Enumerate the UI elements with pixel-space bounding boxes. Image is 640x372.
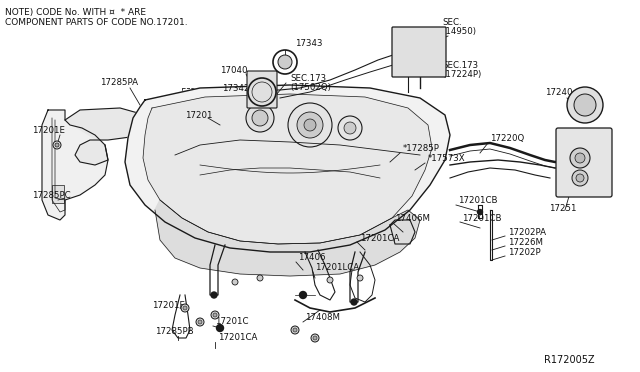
Circle shape <box>288 103 332 147</box>
Text: 17040: 17040 <box>220 65 248 74</box>
Circle shape <box>572 170 588 186</box>
Circle shape <box>293 328 297 332</box>
Text: 17202PA: 17202PA <box>508 228 546 237</box>
Text: 17201CB: 17201CB <box>462 214 502 222</box>
Text: *17285P: *17285P <box>403 144 440 153</box>
Text: 17342Q: 17342Q <box>222 83 256 93</box>
Text: 17226M: 17226M <box>508 237 543 247</box>
Text: R172005Z: R172005Z <box>545 355 595 365</box>
Circle shape <box>196 318 204 326</box>
Text: 17201CA: 17201CA <box>218 334 257 343</box>
Circle shape <box>477 209 483 215</box>
Text: 17201E: 17201E <box>152 301 185 310</box>
Circle shape <box>278 55 292 69</box>
Text: (17224P): (17224P) <box>442 70 481 78</box>
Circle shape <box>567 87 603 123</box>
Text: 17201CA: 17201CA <box>360 234 399 243</box>
Text: (17502Q): (17502Q) <box>290 83 331 92</box>
Circle shape <box>53 141 61 149</box>
Circle shape <box>213 313 217 317</box>
Bar <box>52 185 64 203</box>
Polygon shape <box>125 85 450 252</box>
Circle shape <box>183 306 187 310</box>
Circle shape <box>257 275 263 281</box>
Text: *17573X: *17573X <box>428 154 466 163</box>
Circle shape <box>211 292 217 298</box>
Text: 17201C: 17201C <box>215 317 248 327</box>
Text: SEC.: SEC. <box>442 17 461 26</box>
Text: 17343: 17343 <box>295 39 323 48</box>
Circle shape <box>344 122 356 134</box>
Polygon shape <box>143 94 432 244</box>
Text: 17285PB: 17285PB <box>155 327 194 337</box>
Circle shape <box>351 299 357 305</box>
Circle shape <box>576 174 584 182</box>
Polygon shape <box>42 110 108 220</box>
Circle shape <box>55 143 59 147</box>
Circle shape <box>575 153 585 163</box>
Polygon shape <box>155 200 420 276</box>
Bar <box>182 88 254 143</box>
Text: SEC.173: SEC.173 <box>290 74 326 83</box>
Circle shape <box>300 292 307 298</box>
Text: NOTE) CODE No. WITH ¤  * ARE: NOTE) CODE No. WITH ¤ * ARE <box>5 8 146 17</box>
Circle shape <box>198 320 202 324</box>
Circle shape <box>574 94 596 116</box>
FancyBboxPatch shape <box>556 128 612 197</box>
Text: 17571X: 17571X <box>559 144 593 153</box>
FancyBboxPatch shape <box>247 71 277 108</box>
Circle shape <box>211 311 219 319</box>
Text: 17285PC: 17285PC <box>32 190 70 199</box>
FancyBboxPatch shape <box>392 27 446 77</box>
Text: SEC.173: SEC.173 <box>442 61 478 70</box>
Circle shape <box>311 334 319 342</box>
Text: 17220Q: 17220Q <box>490 134 524 142</box>
Text: 17201: 17201 <box>185 110 212 119</box>
Circle shape <box>327 277 333 283</box>
Text: (14950): (14950) <box>442 26 476 35</box>
Circle shape <box>338 116 362 140</box>
Text: 17406M: 17406M <box>395 214 430 222</box>
Text: 17251: 17251 <box>549 203 577 212</box>
Text: 17406: 17406 <box>298 253 326 263</box>
Circle shape <box>252 110 268 126</box>
Text: 17240: 17240 <box>545 87 573 96</box>
Circle shape <box>357 275 363 281</box>
Text: 17201E: 17201E <box>32 125 65 135</box>
Circle shape <box>246 104 274 132</box>
Circle shape <box>181 304 189 312</box>
Circle shape <box>313 336 317 340</box>
Text: 17201CB: 17201CB <box>458 196 497 205</box>
Circle shape <box>297 112 323 138</box>
Circle shape <box>232 279 238 285</box>
Text: 17202P: 17202P <box>508 247 541 257</box>
Text: 17201LCA: 17201LCA <box>315 263 359 273</box>
Polygon shape <box>65 108 150 165</box>
Text: COMPONENT PARTS OF CODE NO.17201.: COMPONENT PARTS OF CODE NO.17201. <box>5 18 188 27</box>
Circle shape <box>304 119 316 131</box>
Circle shape <box>291 326 299 334</box>
Circle shape <box>216 324 223 331</box>
Circle shape <box>570 148 590 168</box>
Text: 17285PA: 17285PA <box>100 77 138 87</box>
Text: 17408M: 17408M <box>305 314 340 323</box>
